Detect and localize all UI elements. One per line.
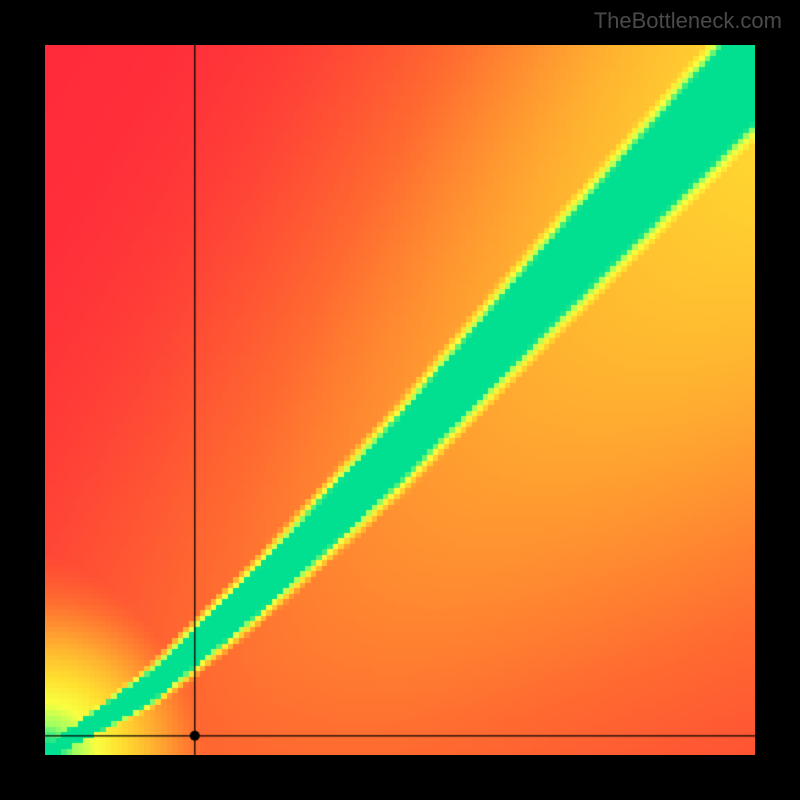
heatmap-canvas (45, 45, 755, 755)
figure-container: TheBottleneck.com (0, 0, 800, 800)
watermark-text: TheBottleneck.com (594, 8, 782, 34)
